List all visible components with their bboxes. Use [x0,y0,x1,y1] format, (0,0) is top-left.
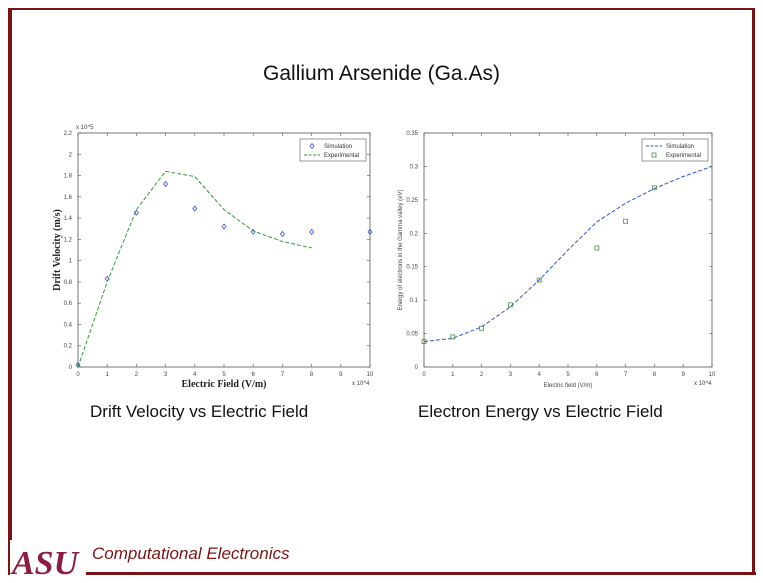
x-tick-label: 2 [480,372,484,378]
data-point-experimental [479,325,484,331]
x-exponent-label: x 10^4 [352,381,370,387]
series-line-experimental [77,170,312,368]
legend-marker-simulation [309,142,315,150]
x-tick-label: 8 [310,372,314,378]
x-tick-label: 1 [106,372,110,378]
x-tick-label: 10 [367,372,374,378]
y-tick-label: 0.25 [406,198,418,204]
legend-box [299,138,367,162]
x-axis-label: Electric Field (V/m) [182,379,267,390]
data-point-simulation [279,230,285,238]
x-axis-label: Electric field (V/m) [544,383,593,389]
x-tick-label: 0 [422,372,426,378]
data-point-simulation [309,228,315,236]
x-tick-label: 3 [509,372,513,378]
x-tick-label: 8 [653,372,657,378]
y-tick-label: 1.4 [64,216,73,222]
data-point-experimental [450,334,456,340]
data-point-experimental [421,339,427,344]
y-tick-label: 0.3 [410,164,419,170]
plot-area [77,132,371,368]
data-point-simulation [221,223,227,230]
y-tick-label: 0.2 [410,231,419,237]
y-tick-label: 0.1 [410,298,419,304]
y-tick-label: 0.2 [64,344,73,350]
legend-label-experimental: Experimental [324,153,359,159]
asu-logo: ASU [10,544,86,578]
y-tick-label: 0.4 [64,322,73,328]
y-tick-label: 1.2 [64,237,73,243]
x-tick-label: 1 [451,372,455,378]
y-tick-label: 0.15 [406,265,418,271]
x-tick-label: 6 [252,372,256,378]
x-tick-label: 4 [193,372,197,378]
data-point-experimental [623,218,629,224]
legend-label-simulation: Simulation [666,144,694,150]
x-tick-label: 0 [76,372,80,378]
data-point-simulation [192,205,198,212]
legend-label-simulation: Simulation [324,144,352,150]
x-tick-label: 3 [164,372,168,378]
slide-title: Gallium Arsenide (Ga.As) [263,62,500,85]
y-tick-label: 0.35 [406,131,418,137]
x-tick-label: 7 [624,372,628,378]
y-tick-label: 1.8 [64,174,73,180]
y-tick-label: 0.6 [64,301,73,307]
x-tick-label: 9 [682,372,686,378]
footer-title: Computational Electronics [92,544,290,563]
data-point-experimental [594,245,600,251]
footer-rule [90,572,756,575]
y-axis-label: Energy of electrons in the Gamma valley … [398,189,404,310]
legend-box [641,138,709,162]
x-tick-label: 6 [595,372,599,378]
data-point-simulation [367,228,373,236]
data-point-experimental [508,302,513,308]
data-point-experimental [536,277,542,283]
legend-marker-experimental [651,152,657,158]
y-tick-label: 1.6 [64,195,73,201]
x-tick-label: 4 [538,372,542,378]
x-tick-label: 2 [135,372,139,378]
frame-left-bar [8,10,12,540]
logo-lettering: ASU [10,545,81,578]
y-tick-label: 0 [415,365,419,371]
y-tick-label: 0 [69,365,73,371]
caption-drift-velocity: Drift Velocity vs Electric Field [90,402,309,421]
x-exponent-label: x 10^4 [694,381,712,387]
x-tick-label: 9 [339,372,343,378]
x-tick-label: 5 [566,372,570,378]
drift-velocity-chart: 0 1 2 3 4 5 6 7 8 9 10 0 0.2 0.4 0.6 0.8 1 1.2 1.4 1.6 1.8 2 2… [52,125,374,390]
x-tick-label: 10 [709,372,716,378]
caption-electron-energy: Electron Energy vs Electric Field [418,402,663,421]
y-exponent-label: x 10^5 [76,125,94,131]
data-point-simulation [163,180,169,188]
x-tick-label: 7 [281,372,285,378]
y-tick-label: 0.8 [64,280,73,286]
electron-energy-chart: 0 1 2 3 4 5 6 7 8 9 10 0 0.05 0.1 0.15 0.2 0.25 0.3 0.35 x … [398,131,716,389]
y-tick-label: 0.05 [406,332,418,338]
y-tick-label: 1 [69,259,73,265]
series-line-simulation [423,165,713,343]
legend-label-experimental: Experimental [666,153,701,159]
x-tick-label: 5 [222,372,226,378]
y-tick-label: 2.2 [64,131,73,137]
y-tick-label: 2 [69,152,73,158]
y-axis-label: Drift Velocity (m/s) [52,209,63,291]
data-point-experimental [651,185,657,191]
